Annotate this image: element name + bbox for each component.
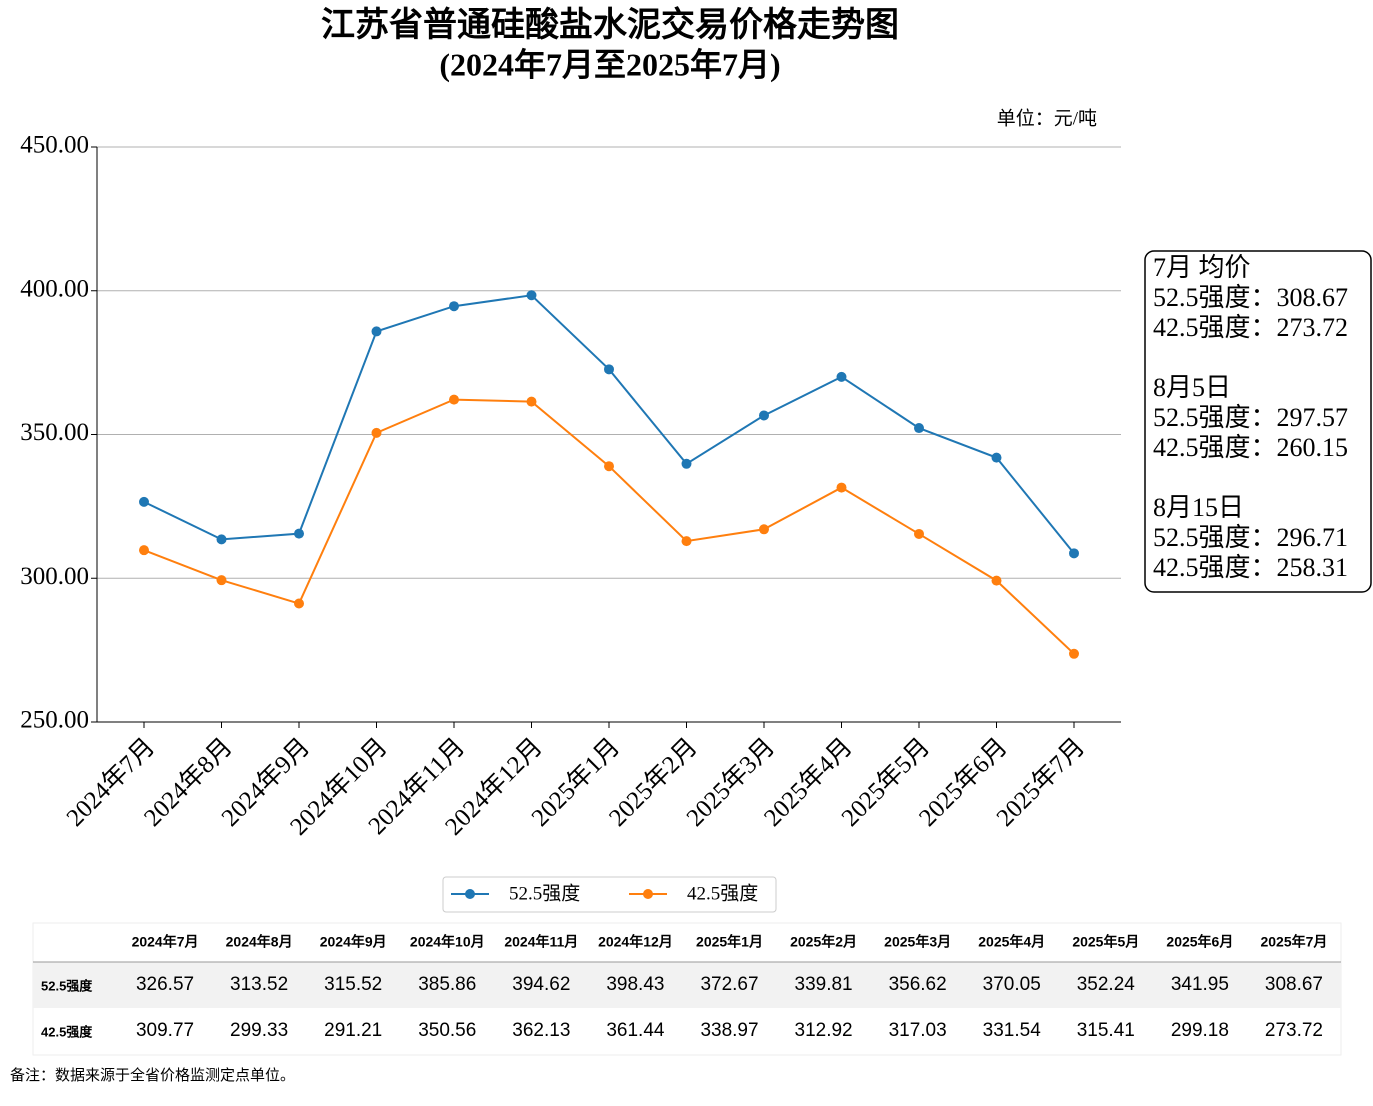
table-header: 2025年5月 [1072,934,1139,950]
table-cell: 315.52 [324,974,382,995]
point [759,524,769,535]
table-cell: 339.81 [795,974,853,995]
table-header: 2024年9月 [320,934,387,950]
point [371,427,382,438]
table-cell: 361.44 [606,1020,665,1041]
table-cell: 312.92 [795,1020,853,1041]
point [836,371,847,382]
point [526,290,537,301]
point [139,545,149,556]
annotation-text: 7月 均价 [1153,253,1251,282]
point [1069,648,1079,659]
table-cell: 317.03 [889,1020,947,1041]
point [681,536,692,547]
table-row-bg [33,962,1341,1008]
table-header: 2024年11月 [504,934,578,950]
table-cell: 356.62 [889,974,947,995]
table-row-label: 52.5强度 [41,978,93,993]
table-cell: 326.57 [136,974,194,995]
annotation-text: 8月5日 [1153,373,1231,402]
y-tick-label: 450.00 [20,132,89,159]
table-header: 2024年7月 [132,934,199,950]
annotation-text: 52.5强度：296.71 [1153,523,1348,552]
table-header: 2025年4月 [978,934,1045,950]
table-row-label: 42.5强度 [41,1024,93,1039]
y-tick-label: 300.00 [20,563,89,590]
table-cell: 291.21 [324,1020,382,1041]
point [294,528,304,539]
point [216,575,227,586]
table-header: 2025年6月 [1166,934,1233,950]
table-header: 2025年1月 [696,934,763,950]
table-cell: 398.43 [606,974,664,995]
point [836,482,847,493]
table-cell: 309.77 [136,1020,194,1041]
table-cell: 350.56 [418,1020,476,1041]
legend-marker [465,889,475,899]
table-cell: 362.13 [512,1020,570,1041]
point [991,575,1002,586]
unit-label: 单位：元/吨 [997,107,1097,129]
point [604,364,614,375]
point [449,301,459,312]
legend-label: 42.5强度 [687,882,758,904]
table-cell: 341.95 [1171,974,1229,995]
point [526,396,537,407]
table-header: 2024年12月 [598,934,673,950]
point [216,534,227,545]
table-cell: 338.97 [700,1020,758,1041]
chart-subtitle: (2024年7月至2025年7月) [439,46,780,82]
annotation-text: 52.5强度：297.57 [1153,403,1348,432]
table-cell: 370.05 [983,974,1041,995]
point [914,528,924,539]
table-cell: 313.52 [230,974,288,995]
table-cell: 331.54 [983,1020,1042,1041]
table-cell: 372.67 [700,974,758,995]
point [294,598,304,609]
table-cell: 273.72 [1265,1020,1323,1041]
table-header: 2025年3月 [884,934,951,950]
point [681,458,692,469]
annotation-text: 52.5强度：308.67 [1153,283,1348,312]
table-header: 2025年7月 [1260,934,1327,950]
point [139,496,149,507]
point [604,461,614,472]
y-tick-label: 400.00 [20,275,89,302]
legend-label: 52.5强度 [509,882,580,904]
table-cell: 308.67 [1265,974,1323,995]
table-cell: 315.41 [1077,1020,1135,1041]
footnote: 备注：数据来源于全省价格监测定点单位。 [10,1066,295,1084]
point [914,423,924,434]
table-header: 2024年10月 [410,934,485,950]
y-tick-label: 350.00 [20,419,89,446]
table-cell: 385.86 [418,974,476,995]
annotation-text: 8月15日 [1153,493,1244,522]
y-tick-label: 250.00 [20,707,89,734]
table-header: 2024年8月 [226,934,293,950]
annotation-box [1144,250,1372,593]
point [991,452,1002,463]
table-header: 2025年2月 [790,934,857,950]
point [371,326,382,337]
annotation-text: 42.5强度：260.15 [1153,433,1348,462]
table-cell: 352.24 [1077,974,1136,995]
table-cell: 394.62 [512,974,570,995]
point [449,394,459,405]
table-cell: 299.18 [1171,1020,1229,1041]
point [759,410,769,421]
legend-box [442,876,777,913]
table-cell: 299.33 [230,1020,288,1041]
chart-title: 江苏省普通硅酸盐水泥交易价格走势图 [321,5,899,44]
point [1069,548,1079,559]
annotation-text: 42.5强度：273.72 [1153,313,1348,342]
annotation-text: 42.5强度：258.31 [1153,553,1348,582]
legend-marker [643,889,653,899]
